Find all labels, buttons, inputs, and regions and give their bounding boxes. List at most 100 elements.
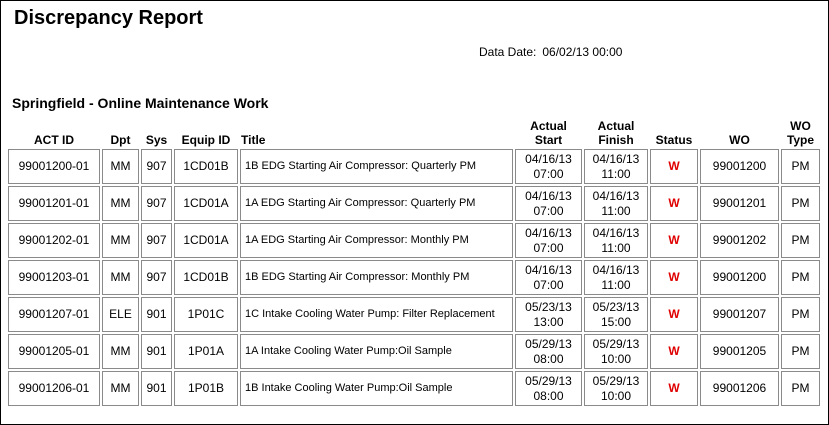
title-cell: 1A EDG Starting Air Compressor: Quarterl… <box>240 186 513 221</box>
column-header: ACT ID <box>34 133 74 147</box>
act-id-cell: 99001206-01 <box>8 371 100 406</box>
wo-cell: 99001200 <box>700 260 779 295</box>
actual-start-part: 04/16/13 <box>525 188 572 203</box>
actual-start-part: 05/29/13 <box>525 336 572 351</box>
actual-finish-part: 11:00 <box>601 166 631 181</box>
actual-finish-part: 11:00 <box>601 203 631 218</box>
actual-finish-part: 15:00 <box>600 314 632 329</box>
actual-start-cell: 04/16/13 07:00 <box>515 223 582 258</box>
wo-cell: 99001206 <box>700 371 779 406</box>
wo-type-cell: PM <box>781 186 820 221</box>
data-date-value: 06/02/13 00:00 <box>542 45 623 59</box>
column-header: Actual Start <box>530 119 567 147</box>
data-date: Data Date: 06/02/13 00:00 <box>479 45 622 59</box>
status-cell: W <box>650 223 698 258</box>
title-cell: 1B EDG Starting Air Compressor: Monthly … <box>240 260 513 295</box>
table-row: 99001200-01 MM 907 1CD01B 1B EDG Starting Ai… <box>8 149 820 184</box>
title-cell: 1B Intake Cooling Water Pump:Oil Sample <box>240 371 513 406</box>
act-id-cell: 99001202-01 <box>8 223 100 258</box>
actual-start-part: 04/16/13 <box>525 151 572 166</box>
title-cell: 1C Intake Cooling Water Pump: Filter Rep… <box>240 297 513 332</box>
table-row: 99001202-01 MM 907 1CD01A 1A EDG Starting Ai… <box>8 223 820 258</box>
actual-start-cell: 04/16/13 07:00 <box>515 186 582 221</box>
equip-id-cell: 1P01C <box>174 297 238 332</box>
actual-start-cell: 05/29/13 08:00 <box>515 371 582 406</box>
actual-start-cell: 05/23/13 13:00 <box>515 297 582 332</box>
equip-id-cell: 1P01B <box>174 371 238 406</box>
actual-start-part: 08:00 <box>533 388 564 403</box>
actual-start-part: 04/16/13 <box>525 262 572 277</box>
actual-finish-part: 05/23/13 <box>592 299 640 314</box>
column-header: Title <box>241 133 266 147</box>
column-header: Status <box>655 133 693 147</box>
act-id-cell: 99001207-01 <box>8 297 100 332</box>
status-cell: W <box>650 297 698 332</box>
dpt-cell: ELE <box>102 297 139 332</box>
table-row: 99001203-01 MM 907 1CD01B 1B EDG Starting Ai… <box>8 260 820 295</box>
report-title: Discrepancy Report <box>14 7 203 29</box>
equip-id-cell: 1CD01B <box>174 149 238 184</box>
actual-finish-cell: 04/16/13 11:00 <box>584 149 648 184</box>
sys-cell: 901 <box>141 297 172 332</box>
actual-finish-cell: 05/29/13 10:00 <box>584 371 648 406</box>
actual-start-part: 07:00 <box>533 277 564 292</box>
actual-finish-part: 04/16/13 <box>592 151 640 166</box>
title-cell: 1B EDG Starting Air Compressor: Quarterl… <box>240 149 513 184</box>
actual-finish-cell: 04/16/13 11:00 <box>584 260 648 295</box>
dpt-cell: MM <box>102 334 139 369</box>
equip-id-cell: 1CD01B <box>174 260 238 295</box>
actual-start-part: 08:00 <box>533 351 564 366</box>
actual-start-part: 07:00 <box>533 240 564 255</box>
actual-start-cell: 04/16/13 07:00 <box>515 260 582 295</box>
actual-finish-part: 05/29/13 <box>592 336 640 351</box>
wo-cell: 99001207 <box>700 297 779 332</box>
act-id-cell: 99001205-01 <box>8 334 100 369</box>
actual-start-part: 05/23/13 <box>525 299 572 314</box>
table-body: 99001200-01 MM 907 1CD01B 1B EDG Starting Ai… <box>8 149 820 406</box>
table-row: 99001201-01 MM 907 1CD01A 1A EDG Starting Ai… <box>8 186 820 221</box>
title-cell: 1A EDG Starting Air Compressor: Monthly … <box>240 223 513 258</box>
actual-finish-cell: 04/16/13 11:00 <box>584 186 648 221</box>
actual-start-part: 04/16/13 <box>525 225 572 240</box>
actual-finish-cell: 05/29/13 10:00 <box>584 334 648 369</box>
actual-finish-part: 10:00 <box>600 388 632 403</box>
equip-id-cell: 1P01A <box>174 334 238 369</box>
dpt-cell: MM <box>102 260 139 295</box>
actual-finish-part: 11:00 <box>601 240 631 255</box>
wo-type-cell: PM <box>781 149 820 184</box>
wo-type-cell: PM <box>781 223 820 258</box>
actual-finish-cell: 04/16/13 11:00 <box>584 223 648 258</box>
wo-cell: 99001202 <box>700 223 779 258</box>
actual-finish-part: 11:00 <box>601 277 631 292</box>
sys-cell: 907 <box>141 186 172 221</box>
wo-type-cell: PM <box>781 297 820 332</box>
act-id-cell: 99001201-01 <box>8 186 100 221</box>
data-date-label: Data Date: <box>479 45 537 59</box>
column-header: WO <box>729 133 750 147</box>
status-cell: W <box>650 371 698 406</box>
sys-cell: 901 <box>141 371 172 406</box>
actual-start-part: 13:00 <box>533 314 564 329</box>
actual-finish-part: 04/16/13 <box>592 225 640 240</box>
actual-start-part: 07:00 <box>533 203 564 218</box>
actual-finish-part: 04/16/13 <box>592 188 640 203</box>
actual-start-cell: 05/29/13 08:00 <box>515 334 582 369</box>
act-id-cell: 99001200-01 <box>8 149 100 184</box>
dpt-cell: MM <box>102 371 139 406</box>
equip-id-cell: 1CD01A <box>174 223 238 258</box>
sys-cell: 907 <box>141 149 172 184</box>
column-header: Equip ID <box>181 133 231 147</box>
sys-cell: 907 <box>141 260 172 295</box>
column-header: Actual Finish <box>597 119 635 147</box>
table-row: 99001206-01 MM 901 1P01B 1B Intake Cooling W… <box>8 371 820 406</box>
sys-cell: 901 <box>141 334 172 369</box>
column-header: Dpt <box>110 133 131 147</box>
status-cell: W <box>650 186 698 221</box>
wo-cell: 99001205 <box>700 334 779 369</box>
dpt-cell: MM <box>102 186 139 221</box>
wo-type-cell: PM <box>781 371 820 406</box>
header-row: ACT ID Dpt Sys Equip ID Title Actual Start Act… <box>8 119 820 147</box>
actual-start-cell: 04/16/13 07:00 <box>515 149 582 184</box>
wo-cell: 99001201 <box>700 186 779 221</box>
